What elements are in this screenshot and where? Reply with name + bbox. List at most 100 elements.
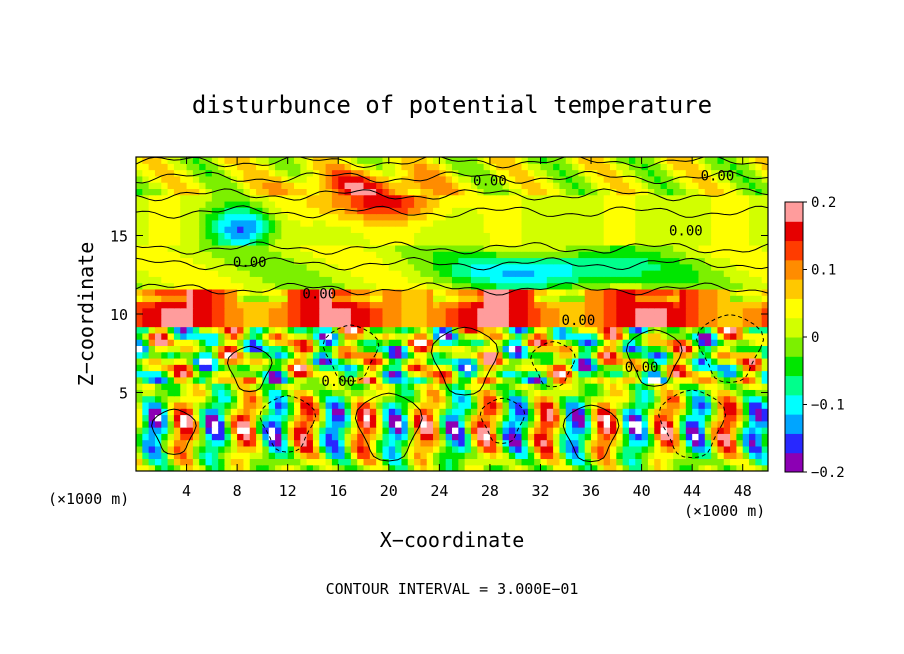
heatmap-cell [521,326,529,334]
heatmap-cell [312,182,320,189]
heatmap-cell [154,213,162,221]
heatmap-cell [268,238,276,246]
heatmap-cell [508,401,516,409]
heatmap-cell [666,433,674,441]
heatmap-cell [628,351,636,359]
heatmap-cell [572,458,579,466]
heatmap-cell [540,339,548,346]
heatmap-cell [521,339,529,346]
heatmap-cell [692,288,700,296]
heatmap-cell [452,295,459,303]
heatmap-cell [205,326,213,334]
heatmap-cell [357,257,365,265]
heatmap-cell [521,276,529,284]
heatmap-cell [553,320,561,328]
heatmap-cell [458,427,466,434]
heatmap-cell [243,439,251,447]
heatmap-cell [249,251,257,259]
heatmap-cell [508,458,516,466]
heatmap-cell [268,282,276,290]
heatmap-cell [369,401,377,409]
heatmap-cell [420,401,428,409]
heatmap-cell [546,376,554,384]
heatmap-cell [376,332,384,340]
heatmap-cell [711,427,719,434]
heatmap-cell [281,401,289,409]
heatmap-cell [464,263,472,271]
heatmap-cell [382,401,390,409]
heatmap-cell [723,169,731,177]
heatmap-cell [262,357,270,365]
heatmap-cell [256,307,263,315]
heatmap-cell [268,226,276,233]
heatmap-cell [325,200,333,208]
heatmap-cell [262,408,270,416]
heatmap-cell [641,383,649,390]
heatmap-cell [502,207,510,215]
heatmap-cell [363,427,371,434]
heatmap-cell [540,276,548,284]
heatmap-cell [647,357,655,365]
heatmap-cell [167,326,175,334]
heatmap-cell [300,357,308,365]
heatmap-cell [742,357,750,365]
heatmap-cell [717,182,725,189]
heatmap-cell [654,251,662,259]
heatmap-cell [249,351,257,359]
heatmap-cell [439,376,447,384]
heatmap-cell [382,420,390,428]
heatmap-cell [199,326,207,334]
heatmap-cell [262,401,270,409]
heatmap-cell [679,364,687,372]
heatmap-cell [357,251,365,259]
heatmap-cell [610,458,617,466]
heatmap-cell [515,345,523,353]
heatmap-cell [256,320,263,328]
heatmap-cell [578,364,586,372]
heatmap-cell [268,395,276,403]
heatmap-cell [742,345,750,353]
heatmap-cell [502,232,510,240]
heatmap-cell [496,351,504,359]
heatmap-cell [363,332,371,340]
heatmap-cell [331,295,339,303]
heatmap-cell [426,439,434,447]
heatmap-cell [420,251,428,259]
heatmap-cell [591,175,598,183]
heatmap-cell [350,307,358,315]
heatmap-cell [742,401,750,409]
heatmap-cell [281,439,289,447]
heatmap-cell [445,270,453,277]
heatmap-cell [489,326,497,334]
heatmap-cell [154,395,162,403]
heatmap-cell [218,395,226,403]
heatmap-cell [376,458,384,466]
heatmap-cell [319,182,327,189]
heatmap-cell [704,175,712,183]
heatmap-cell [749,270,756,277]
heatmap-cell [711,439,719,447]
heatmap-cell [230,332,238,340]
heatmap-cell [761,282,768,290]
heatmap-cell [755,175,763,183]
heatmap-cell [685,420,693,428]
heatmap-cell [388,307,396,315]
heatmap-cell [262,163,270,171]
heatmap-cell [489,376,497,384]
heatmap-cell [312,439,320,447]
heatmap-cell [458,414,466,422]
heatmap-cell [363,244,371,252]
heatmap-cell [249,427,257,434]
heatmap-cell [237,175,245,183]
heatmap-cell [262,326,270,334]
heatmap-cell [553,232,561,240]
heatmap-cell [591,439,598,447]
heatmap-cell [572,452,579,460]
heatmap-cell [357,408,365,416]
heatmap-cell [294,263,301,271]
heatmap-cell [515,452,523,460]
heatmap-cell [148,445,156,453]
heatmap-cell [749,188,756,196]
heatmap-cell [717,351,725,359]
heatmap-cell [237,238,245,246]
